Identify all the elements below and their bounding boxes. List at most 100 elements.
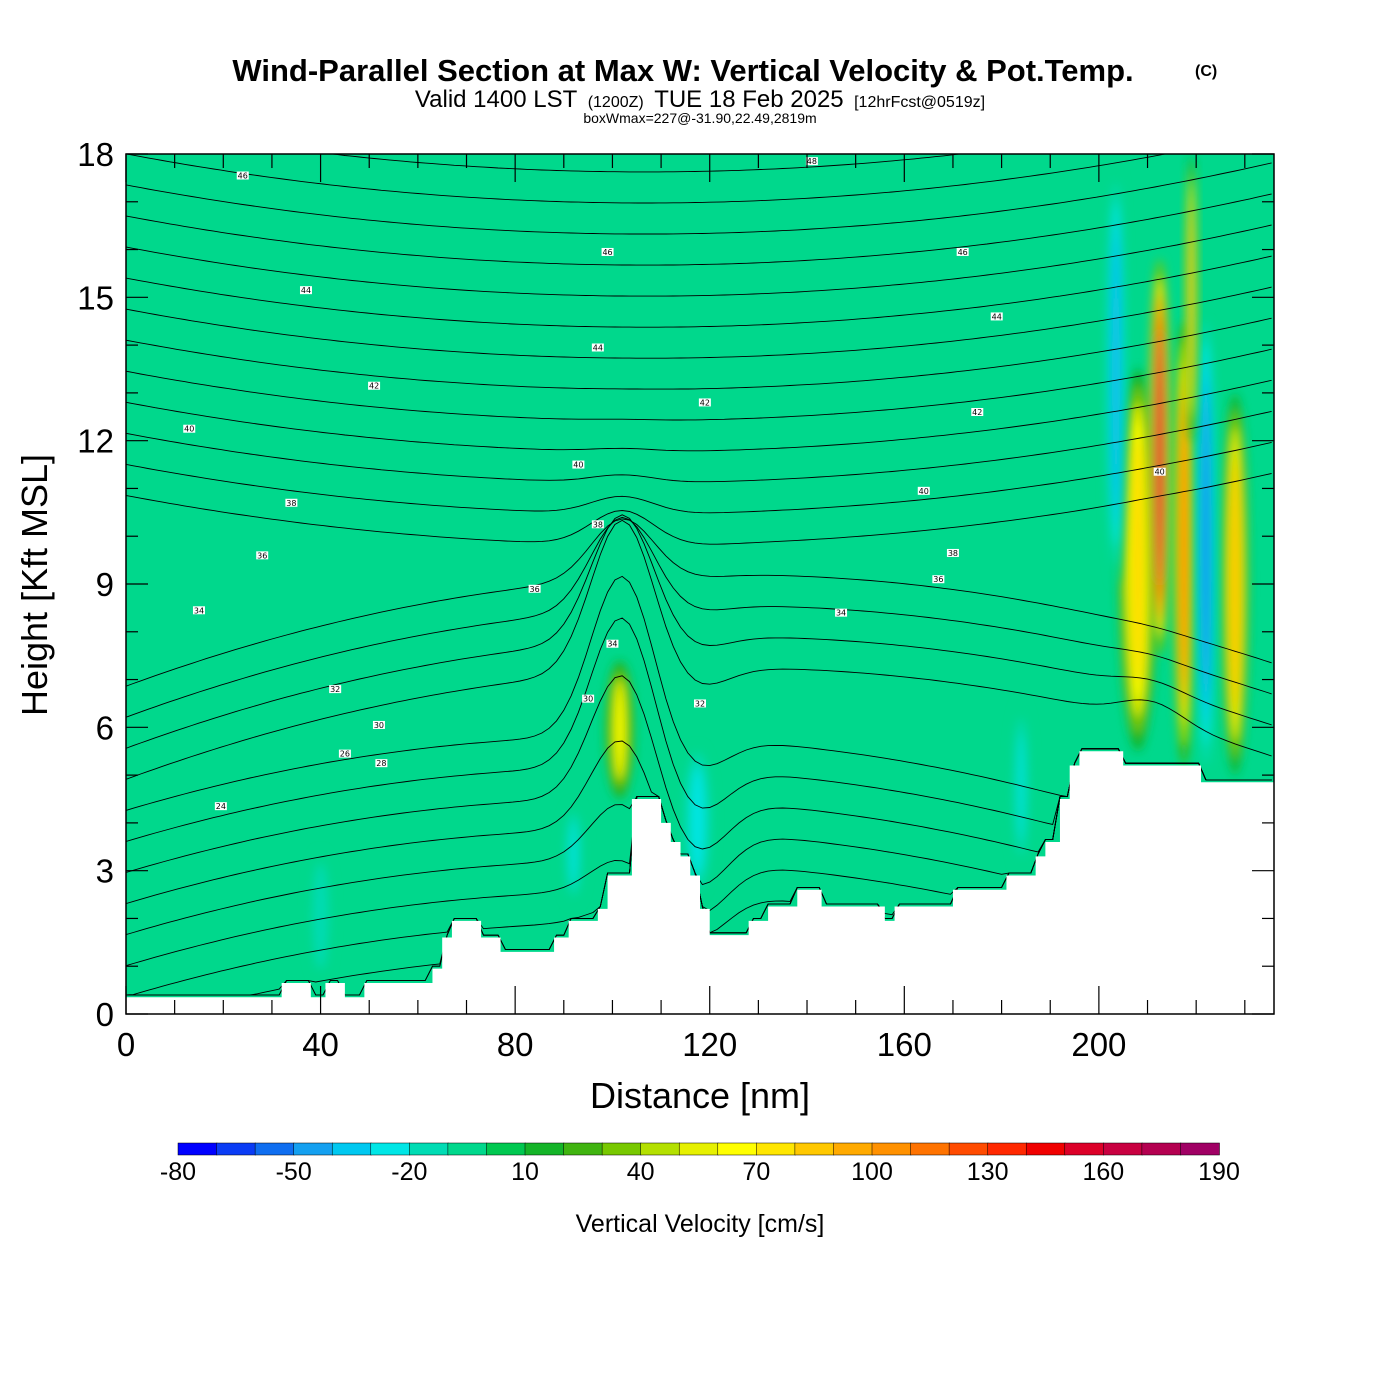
- updraft-5: [1118, 368, 1158, 752]
- contour-label: 42: [369, 382, 379, 391]
- contour-label-bg: [372, 720, 385, 729]
- contour-label: 38: [286, 499, 296, 508]
- updraft-band: [1113, 239, 1119, 509]
- contour-label-bg: [694, 699, 706, 708]
- contour-label-bg: [368, 381, 381, 390]
- contour-label-bg: [698, 398, 711, 407]
- isentrope-38: [126, 410, 1272, 483]
- contour-label: 44: [593, 344, 603, 353]
- colorbar-swatch: [563, 1142, 603, 1156]
- updraft-10: [1196, 321, 1216, 766]
- contour-label: 44: [992, 312, 1002, 321]
- contour-label-bg: [375, 759, 388, 768]
- contour-label-bg: [971, 408, 984, 416]
- contour-label: 40: [919, 487, 929, 496]
- colorbar-tick-label: 130: [967, 1158, 1009, 1186]
- isentrope-45: [126, 193, 1272, 266]
- colorbar-tick-label: 70: [742, 1158, 770, 1186]
- isentrope-42: [126, 286, 1272, 359]
- colorbar-swatch: [833, 1142, 873, 1156]
- isentrope-46: [126, 162, 1272, 235]
- updraft-6: [1148, 259, 1171, 656]
- colorbar-swatch: [948, 1142, 989, 1156]
- x-tick-label: 120: [682, 1026, 737, 1063]
- colorbar-tick-labels: -80 -50 -20 10 40 70 100 130 160 190: [160, 1158, 1240, 1186]
- title-block: Wind-Parallel Section at Max W: Vertical…: [232, 53, 1217, 126]
- updraft-0: [605, 660, 635, 799]
- valid-prefix: Valid 1400 LST: [415, 86, 578, 113]
- contour-label-bg: [835, 608, 848, 617]
- colorbar-swatch: [293, 1142, 333, 1156]
- updraft-3: [561, 803, 586, 905]
- isentrope-31: [126, 575, 1272, 811]
- valid-date: TUE 18 Feb 2025: [654, 86, 843, 113]
- updraft-band: [1203, 401, 1208, 686]
- contour-label: 40: [1155, 468, 1165, 477]
- contour-label-bg: [329, 685, 342, 694]
- updraft-band: [1157, 330, 1162, 585]
- contour-label: 46: [958, 248, 968, 257]
- updraft-band: [694, 773, 701, 868]
- colorbar-tick-label: -80: [160, 1158, 196, 1186]
- contour-label: 48: [807, 157, 817, 166]
- contour-label: 38: [593, 520, 603, 529]
- updraft-8: [1221, 392, 1249, 776]
- colorbar-swatch: [177, 1142, 218, 1156]
- x-tick-label: 0: [117, 1026, 135, 1063]
- isentrope-48: [327, 154, 964, 173]
- contour-label-bg: [285, 498, 298, 507]
- isentrope-44: [126, 224, 1272, 297]
- colorbar-swatch: [1141, 1142, 1182, 1156]
- x-tick-label: 160: [877, 1026, 932, 1063]
- updraft-11: [1185, 154, 1198, 441]
- axis-ticks: [125, 153, 1274, 1015]
- contour-label: 46: [238, 172, 248, 181]
- colorbar-swatch: [1103, 1142, 1143, 1156]
- contour-label-bg: [932, 575, 945, 584]
- contour-label: 36: [530, 585, 540, 594]
- contour-label: 30: [374, 721, 384, 730]
- copyright-mark: (C): [1195, 63, 1217, 80]
- contour-label: 26: [340, 750, 350, 759]
- contour-label-bg: [601, 247, 614, 256]
- valid-utc: (1200Z): [588, 94, 644, 111]
- contour-label-bg: [946, 548, 959, 557]
- chart-title: Wind-Parallel Section at Max W: Vertical…: [232, 53, 1133, 88]
- updraft-band: [318, 874, 324, 958]
- isentrope-43: [126, 255, 1272, 328]
- colorbar-tick-label: 190: [1198, 1158, 1240, 1186]
- isentrope-32: [126, 519, 1272, 780]
- updraft-band: [1018, 733, 1024, 841]
- valid-time-line: Valid 1400 LST (1200Z) TUE 18 Feb 2025 […: [415, 86, 985, 113]
- contour-label: 24: [216, 802, 226, 811]
- contour-label-bg: [299, 286, 312, 295]
- updraft-band: [571, 821, 576, 887]
- x-tick-labels: 0 40 80 120 160 200: [117, 1026, 1127, 1063]
- y-tick-label: 0: [96, 996, 114, 1033]
- isentrope-41: [126, 317, 1272, 390]
- contour-label-bg: [1153, 467, 1166, 476]
- colorbar-swatch: [640, 1142, 680, 1156]
- plot-area: 24 26 28 30 32 30 34 34 32 36 36 34 36 38 38 38 40 40 40 40…: [126, 154, 1274, 1014]
- contour-label-bg: [338, 749, 351, 758]
- isentrope-47: [126, 154, 1168, 204]
- y-tick-label: 3: [96, 853, 114, 890]
- colorbar-title: Vertical Velocity [cm/s]: [576, 1210, 825, 1238]
- isentrope-37: [126, 441, 1272, 514]
- colorbar-swatch: [447, 1142, 488, 1156]
- contour-label: 40: [573, 461, 583, 470]
- updraft-band: [1133, 437, 1142, 683]
- y-tick-labels: 0 3 6 9 12 15 18: [77, 136, 114, 1033]
- updraft-band: [616, 685, 623, 775]
- isentrope-36: [126, 473, 1272, 545]
- contour-label-bg: [192, 606, 205, 615]
- contour-labels: 24 26 28 30 32 30 34 34 32 36 36 34 36 38 38 38 40 40 40 40…: [183, 157, 1166, 811]
- colorbar-swatch: [409, 1142, 449, 1156]
- contour-label-bg: [256, 551, 269, 560]
- contour-label: 36: [257, 551, 267, 560]
- y-tick-label: 9: [96, 566, 114, 603]
- colorbar-swatch: [601, 1142, 642, 1156]
- contour-label: 30: [583, 695, 593, 704]
- colorbar-tick-label: -20: [391, 1158, 427, 1186]
